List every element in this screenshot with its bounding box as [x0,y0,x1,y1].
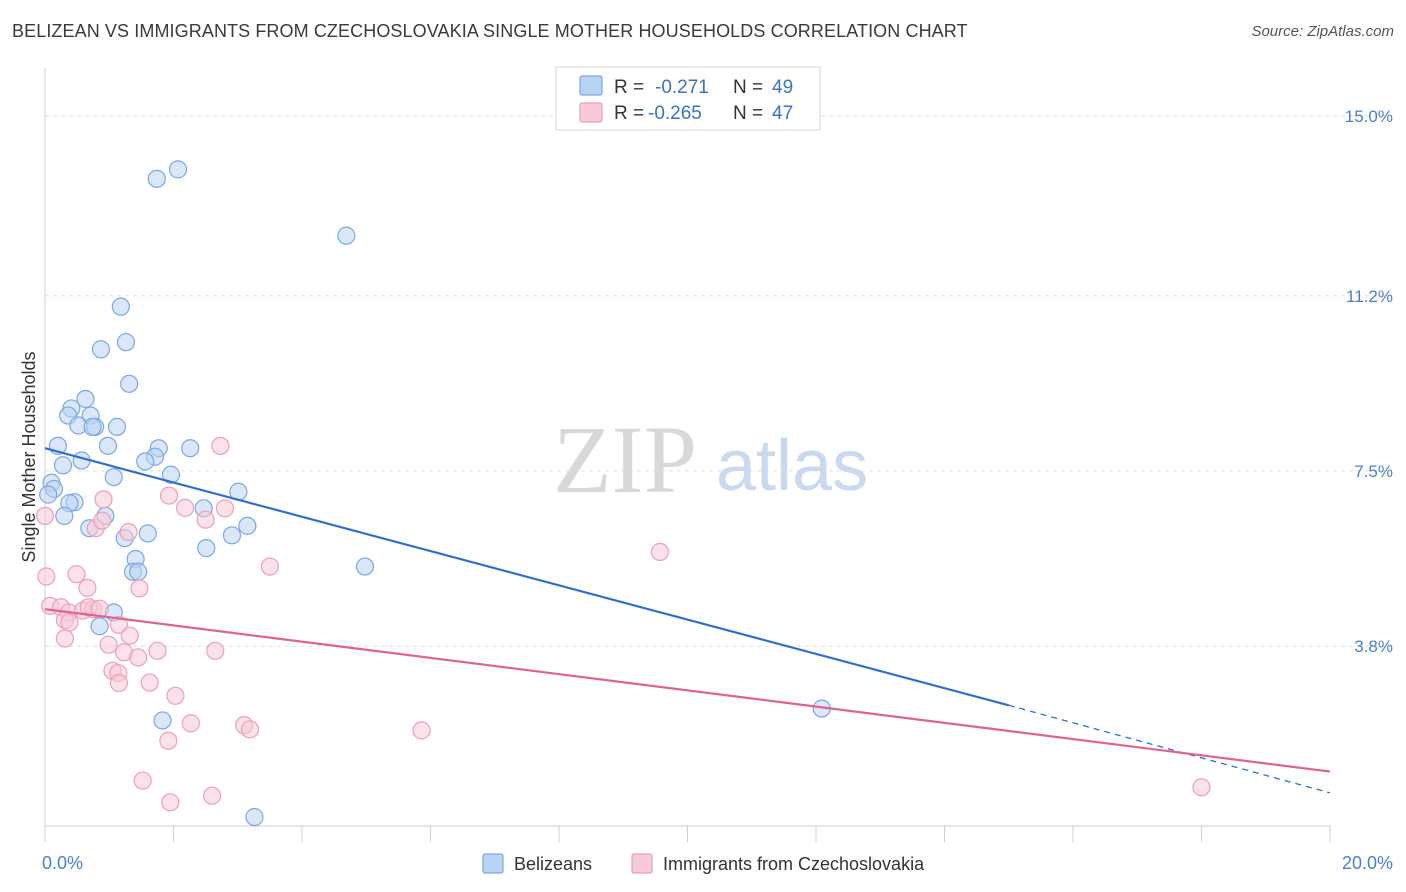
y-tick-label: 3.8% [1354,637,1393,656]
legend-swatch-czechoslovakia [631,853,653,874]
point-belizeans [129,562,148,581]
point-belizeans [76,389,95,409]
watermark: ZIP atlas [553,406,868,513]
point-czechoslovakia [130,579,149,598]
point-belizeans [90,617,109,636]
point-czechoslovakia [161,793,180,812]
legend-label-belizeans: Belizeans [514,854,592,874]
point-czechoslovakia [55,629,75,648]
point-czechoslovakia [240,720,260,739]
point-czechoslovakia [109,615,128,634]
point-czechoslovakia [35,506,55,526]
point-belizeans [153,711,172,730]
point-belizeans [120,374,139,393]
point-czechoslovakia [650,542,669,561]
y-tick-label: 7.5% [1354,462,1393,481]
point-czechoslovakia [202,786,222,805]
point-czechoslovakia [140,673,159,692]
point-czechoslovakia [99,635,118,654]
watermark-zip: ZIP [553,406,697,513]
point-czechoslovakia [196,510,215,529]
point-czechoslovakia [60,613,79,632]
point-belizeans [136,452,155,471]
legend-r-label: R = [614,77,644,98]
correlation-legend: R = -0.271 N = 49 R = -0.265 N = 47 [555,66,821,131]
point-belizeans [222,526,242,545]
point-belizeans [138,524,157,543]
point-czechoslovakia [175,498,195,517]
point-belizeans [98,436,118,455]
point-belizeans [53,456,73,475]
point-czechoslovakia [159,486,179,505]
point-belizeans [104,467,123,487]
trend-lines [44,447,1331,794]
trend-line-belizeans-extension [1008,704,1331,794]
legend-r-value: -0.265 [648,103,702,124]
trend-line-czechoslovakia [44,608,1331,773]
point-czechoslovakia [206,641,225,660]
source-label: Source: ZipAtlas.com [1251,23,1394,40]
point-belizeans [147,169,166,188]
axes [44,68,1331,842]
point-czechoslovakia [181,714,200,733]
point-czechoslovakia [37,567,56,586]
y-tick-label: 15.0% [1345,107,1393,126]
point-czechoslovakia [166,686,185,705]
trend-line-belizeans [44,447,1010,707]
legend-r-value: -0.271 [655,77,709,98]
point-belizeans [111,297,130,316]
point-belizeans [161,465,181,484]
point-belizeans [39,485,58,504]
y-tick-labels: 3.8% 7.5% 11.2% 15.0% [1345,107,1393,656]
legend-label-czechoslovakia: Immigrants from Czechoslovakia [663,854,925,874]
point-belizeans [181,439,200,458]
point-czechoslovakia [215,499,234,518]
legend-swatch-czechoslovakia [579,102,603,123]
point-belizeans [55,506,74,526]
point-czechoslovakia [260,557,279,576]
point-czechoslovakia [159,731,178,750]
point-belizeans [107,417,127,437]
point-belizeans [168,160,188,179]
point-czechoslovakia [120,626,139,645]
point-belizeans [245,807,264,827]
point-czechoslovakia [211,436,230,455]
x-tick-label: 0.0% [42,853,83,873]
legend-n-value: 49 [772,77,793,98]
watermark-atlas: atlas [716,426,868,506]
point-czechoslovakia [1192,778,1211,797]
point-belizeans [83,417,102,437]
point-czechoslovakia [90,599,109,618]
series-legend: Belizeans Immigrants from Czechoslovakia [482,853,925,874]
point-belizeans [197,539,216,558]
point-czechoslovakia [78,578,97,597]
legend-swatch-belizeans [482,853,504,874]
legend-n-label: N = [733,77,763,98]
x-tick-label: 20.0% [1342,853,1393,873]
point-czechoslovakia [109,673,128,693]
legend-n-value: 47 [772,103,793,124]
point-belizeans [355,557,375,576]
point-czechoslovakia [67,565,86,584]
point-czechoslovakia [119,522,138,542]
x-tick-labels: 0.0% 20.0% [42,853,1393,873]
point-czechoslovakia [148,641,167,660]
point-czechoslovakia [412,721,431,740]
legend-r-label: R = [614,103,644,124]
y-tick-label: 11.2% [1346,287,1393,306]
point-czechoslovakia [93,511,112,530]
point-czechoslovakia [129,648,148,667]
y-axis-title: Single Mother Households [19,351,39,562]
point-czechoslovakia [133,771,152,790]
point-belizeans [91,340,110,359]
point-czechoslovakia [94,490,113,509]
legend-n-label: N = [733,103,763,124]
legend-swatch-belizeans [579,75,603,96]
chart-title: BELIZEAN VS IMMIGRANTS FROM CZECHOSLOVAK… [12,21,968,41]
point-belizeans [116,333,136,352]
gridlines [45,115,1392,647]
point-belizeans [337,226,356,245]
point-belizeans [238,516,257,535]
